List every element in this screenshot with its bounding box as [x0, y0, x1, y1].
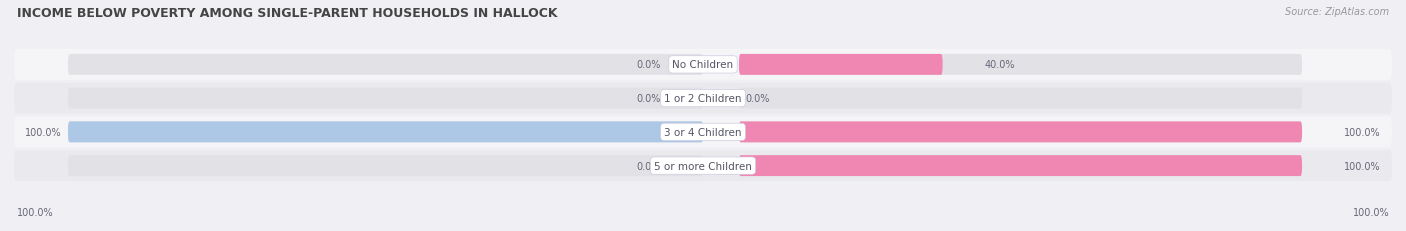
FancyBboxPatch shape [740, 88, 1302, 109]
Text: 100.0%: 100.0% [1344, 161, 1381, 171]
Text: 5 or more Children: 5 or more Children [654, 161, 752, 171]
FancyBboxPatch shape [740, 155, 1302, 176]
Text: 0.0%: 0.0% [637, 94, 661, 104]
Text: 100.0%: 100.0% [1344, 127, 1381, 137]
Text: 100.0%: 100.0% [25, 127, 62, 137]
FancyBboxPatch shape [14, 50, 1392, 81]
FancyBboxPatch shape [67, 55, 703, 76]
Text: INCOME BELOW POVERTY AMONG SINGLE-PARENT HOUSEHOLDS IN HALLOCK: INCOME BELOW POVERTY AMONG SINGLE-PARENT… [17, 7, 557, 20]
Text: 100.0%: 100.0% [1353, 207, 1389, 217]
Text: 0.0%: 0.0% [637, 60, 661, 70]
FancyBboxPatch shape [14, 117, 1392, 148]
FancyBboxPatch shape [67, 155, 703, 176]
Text: 3 or 4 Children: 3 or 4 Children [664, 127, 742, 137]
FancyBboxPatch shape [67, 122, 703, 143]
Text: 1 or 2 Children: 1 or 2 Children [664, 94, 742, 104]
Text: No Children: No Children [672, 60, 734, 70]
Text: 40.0%: 40.0% [984, 60, 1015, 70]
FancyBboxPatch shape [14, 150, 1392, 181]
FancyBboxPatch shape [740, 122, 1302, 143]
Text: 0.0%: 0.0% [745, 94, 769, 104]
Text: 0.0%: 0.0% [637, 161, 661, 171]
FancyBboxPatch shape [14, 83, 1392, 114]
FancyBboxPatch shape [67, 122, 703, 143]
FancyBboxPatch shape [740, 55, 942, 76]
FancyBboxPatch shape [740, 155, 1302, 176]
FancyBboxPatch shape [740, 122, 1302, 143]
Text: Source: ZipAtlas.com: Source: ZipAtlas.com [1285, 7, 1389, 17]
FancyBboxPatch shape [67, 88, 703, 109]
FancyBboxPatch shape [740, 55, 1302, 76]
Text: 100.0%: 100.0% [17, 207, 53, 217]
